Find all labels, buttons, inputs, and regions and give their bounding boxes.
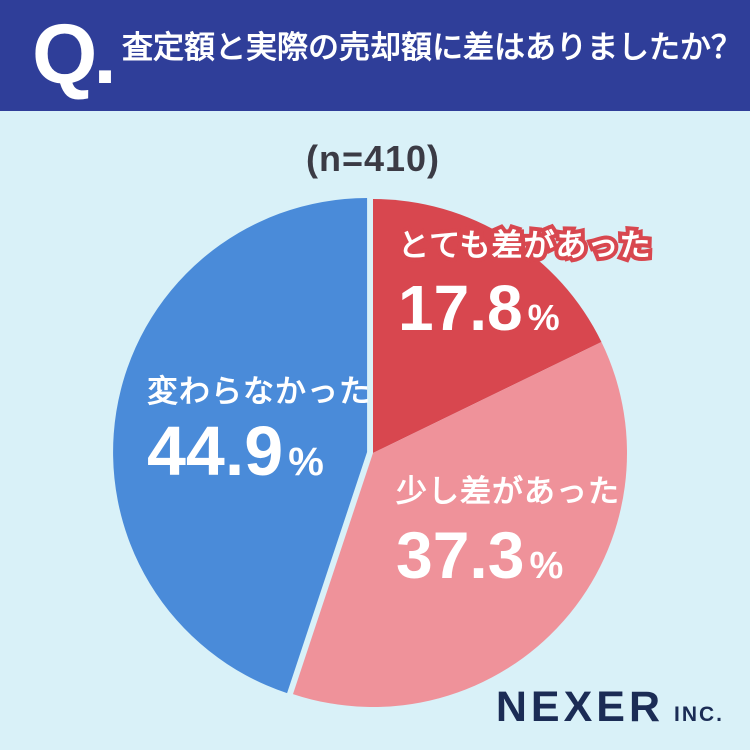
question-title: 査定額と実際の売却額に差はありましたか？ <box>122 30 742 65</box>
slice-percent-number: 17.8 <box>398 272 523 344</box>
callout-no-difference: 変わらなかった 44.9% <box>147 376 371 486</box>
slice-label-stroke: とても差があった <box>394 226 655 265</box>
percent-sign: % <box>288 440 324 484</box>
pie-slice-0 <box>373 199 602 453</box>
callout-slightly-different: 少し差があった 37.3% <box>396 476 620 588</box>
slice-value-slightly-different: 37.3% <box>396 522 620 588</box>
slice-value-very-different: 17.8% <box>398 276 652 340</box>
pie-slice-2 <box>113 198 368 694</box>
slice-percent-number: 37.3 <box>396 518 525 592</box>
q-logo: Q. <box>32 7 117 101</box>
pie-slice-1 <box>292 341 628 708</box>
slice-value-no-difference: 44.9% <box>147 416 371 486</box>
slice-label-text: とても差があった <box>398 228 652 263</box>
percent-sign: % <box>527 297 560 338</box>
callout-very-different: とても差があった とても差があった 17.8% <box>394 226 655 340</box>
slice-percent-number: 44.9 <box>147 412 284 490</box>
slice-label-very-different: とても差があった とても差があった <box>394 226 655 265</box>
nexer-logo: NEXER INC. <box>496 686 724 729</box>
slice-label-slightly-different: 少し差があった <box>396 474 620 509</box>
brand-name: NEXER <box>495 683 664 731</box>
slice-label-no-difference: 変わらなかった <box>147 374 371 409</box>
sample-size-label: (n=410) <box>305 138 441 179</box>
question-header: Q. 査定額と実際の売却額に差はありましたか？ <box>0 0 750 111</box>
percent-sign: % <box>529 545 564 587</box>
brand-suffix: INC. <box>674 703 724 726</box>
